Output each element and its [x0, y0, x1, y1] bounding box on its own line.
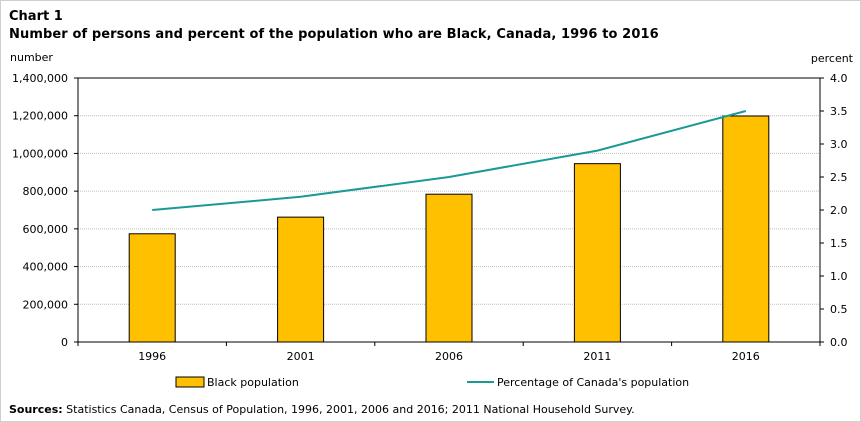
- y2-tick-label: 2.0: [830, 204, 848, 217]
- x-tick-label: 2011: [583, 350, 611, 363]
- y-tick-label: 1,000,000: [12, 147, 68, 160]
- y2-axis-label: percent: [811, 52, 854, 65]
- y-tick-label: 200,000: [23, 298, 69, 311]
- bar: [128, 233, 176, 343]
- y-tick-label: 1,200,000: [12, 110, 68, 123]
- y-tick-label: 800,000: [23, 185, 69, 198]
- y-tick-label: 600,000: [23, 223, 69, 236]
- x-tick-label: 2006: [435, 350, 463, 363]
- y2-tick-label: 3.5: [830, 105, 848, 118]
- y-tick-label: 0: [61, 336, 68, 349]
- y-axis-label: number: [10, 51, 53, 64]
- series-line: [152, 110, 747, 211]
- legend-swatch-bar: [175, 376, 205, 388]
- y-tick-label: 400,000: [23, 261, 69, 274]
- sources-note: Sources: Statistics Canada, Census of Po…: [9, 403, 635, 416]
- bar: [573, 163, 621, 343]
- y-tick-label: 1,400,000: [12, 72, 68, 85]
- legend-label: Percentage of Canada's population: [497, 376, 689, 389]
- y2-tick-label: 2.5: [830, 171, 848, 184]
- x-tick-label: 2001: [287, 350, 315, 363]
- bar: [277, 216, 325, 343]
- chart-label: Chart 1: [9, 9, 63, 24]
- legend-label: Black population: [207, 376, 299, 389]
- chart-title: Number of persons and percent of the pop…: [9, 27, 659, 42]
- sources-text: Statistics Canada, Census of Population,…: [62, 403, 635, 416]
- bar: [425, 193, 473, 343]
- y2-tick-label: 3.0: [830, 138, 848, 151]
- y2-tick-label: 0.5: [830, 303, 848, 316]
- y2-tick-label: 1.0: [830, 270, 848, 283]
- x-tick-label: 1996: [138, 350, 166, 363]
- y2-tick-label: 1.5: [830, 237, 848, 250]
- x-tick-label: 2016: [732, 350, 760, 363]
- bar: [722, 115, 770, 343]
- y2-tick-label: 4.0: [830, 72, 848, 85]
- sources-label: Sources:: [9, 403, 63, 416]
- y2-tick-label: 0.0: [830, 336, 848, 349]
